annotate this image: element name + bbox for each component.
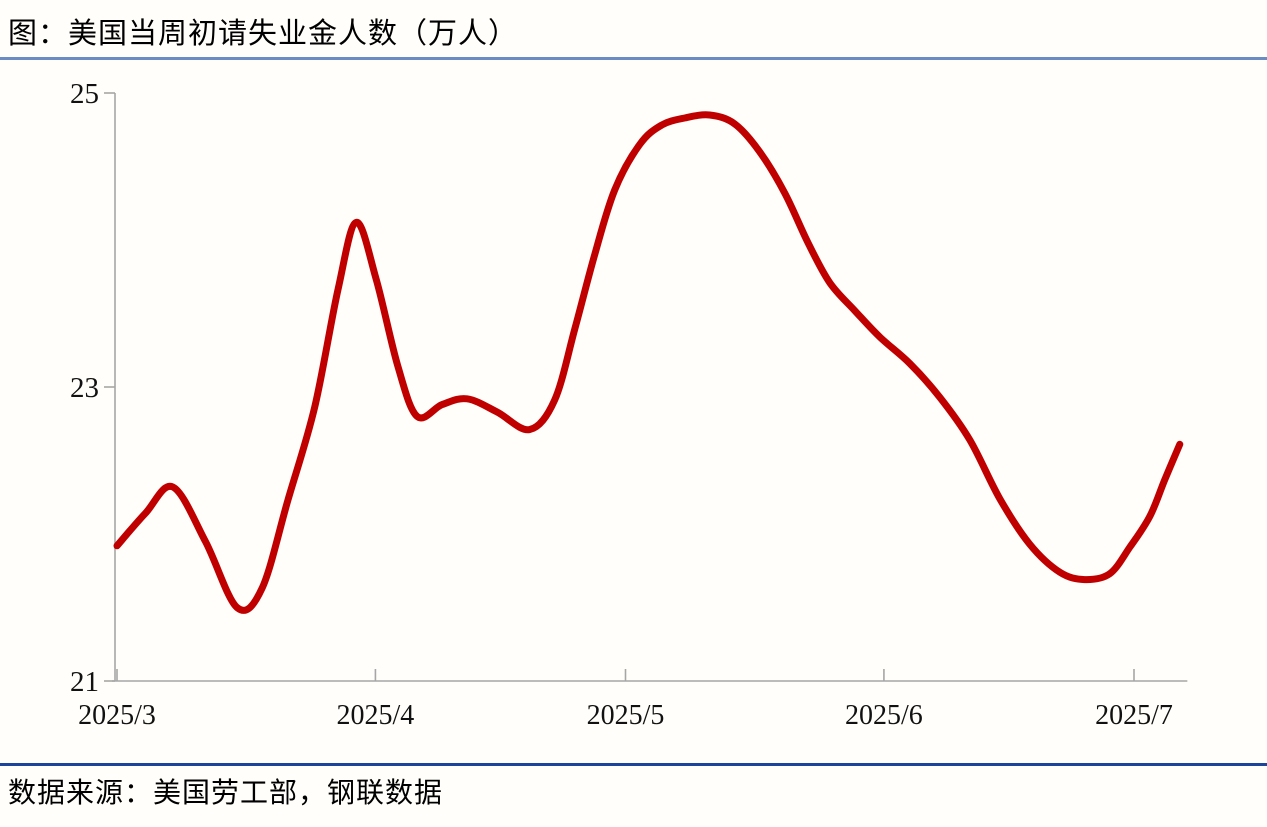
x-tick-label: 2025/7: [1095, 700, 1173, 731]
chart-title: 图：美国当周初请失业金人数（万人）: [8, 18, 519, 50]
x-tick-label: 2025/5: [587, 700, 665, 731]
series-line: [113, 111, 1184, 614]
data-source-note: 数据来源：美国劳工部，钢联数据: [8, 778, 444, 809]
x-tick-label: 2025/3: [78, 700, 156, 731]
x-tick-label: 2025/6: [845, 700, 923, 731]
x-tick-label: 2025/4: [337, 700, 415, 731]
y-tick-label: 23: [70, 372, 99, 404]
title-divider: [0, 57, 1267, 60]
footer-divider: [0, 763, 1267, 766]
y-tick-label: 21: [70, 666, 99, 698]
y-tick-label: 25: [70, 78, 99, 110]
